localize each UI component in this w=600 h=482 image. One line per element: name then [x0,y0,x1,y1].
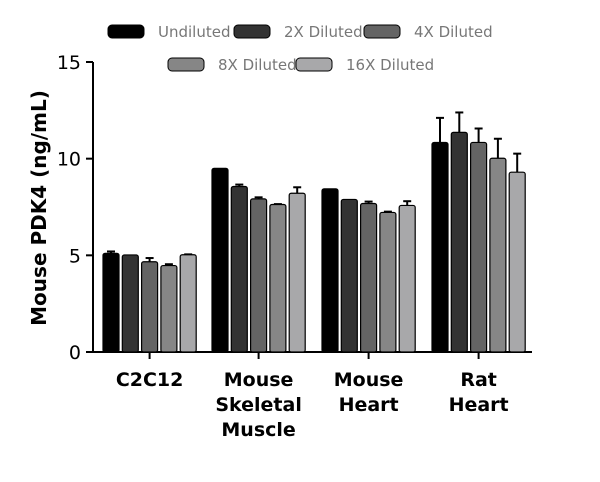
x-tick-label: Heart [449,394,509,416]
legend-label: 8X Diluted [218,56,297,74]
legend-label: 2X Diluted [284,23,363,41]
bar [379,211,397,353]
bar [340,198,358,353]
legend-label: 4X Diluted [414,23,493,41]
legend-swatch [363,24,401,39]
legend-label: Undiluted [158,23,230,41]
y-tick-label: 10 [57,149,81,171]
x-tick-label: Heart [339,394,399,416]
y-tick-label: 0 [69,342,81,364]
legend-swatch [107,24,145,39]
y-tick-label: 5 [69,245,81,267]
bar [431,141,449,353]
bar [489,157,507,353]
bar [360,202,378,353]
legend-swatch [295,57,333,72]
bar [211,167,229,353]
x-tick-label: Rat [460,369,497,391]
legend-swatch [233,24,271,39]
x-tick-label: Mouse [334,369,404,391]
x-tick-label: C2C12 [116,369,184,391]
bar [288,192,306,353]
bar [321,188,339,353]
legend-label: 16X Diluted [346,56,434,74]
x-tick-label: Mouse [224,369,294,391]
bar [398,204,416,353]
x-tick-label: Skeletal [215,394,302,416]
bar [230,185,248,353]
bar [508,171,526,353]
bar [141,261,159,353]
y-axis-label: Mouse PDK4 (ng/mL) [27,90,51,326]
y-tick-label: 15 [57,52,81,74]
bar [179,254,197,353]
bar [102,252,120,353]
bar [269,203,287,353]
bar [450,131,468,353]
legend-swatch [167,57,205,72]
bar [250,198,268,353]
bar [470,141,488,353]
bar [160,264,178,353]
bar [121,254,139,353]
x-tick-label: Muscle [221,419,295,441]
